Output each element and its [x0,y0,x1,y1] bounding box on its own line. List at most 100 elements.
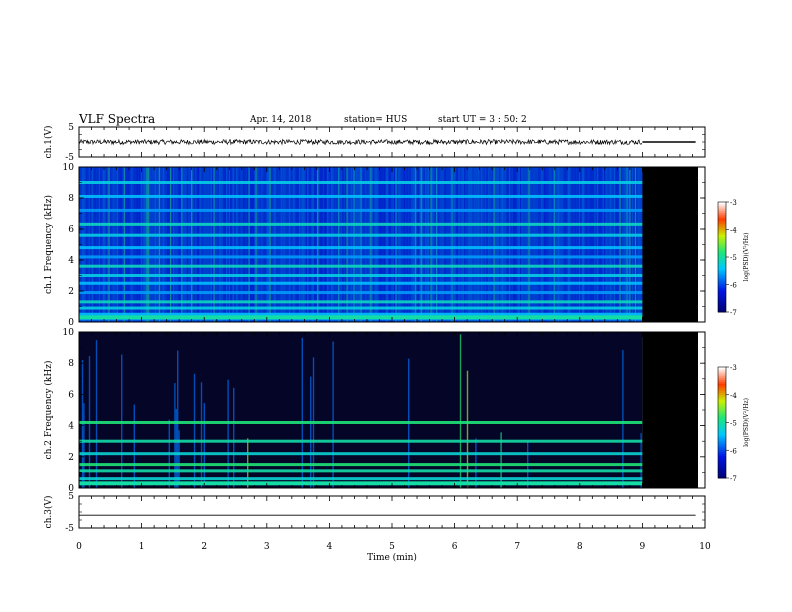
spectrogram-column [629,167,631,322]
spectrogram-column [270,167,273,322]
spectrogram-column [272,167,274,322]
spectrogram-column [203,167,205,322]
spectrogram-column [237,167,239,322]
spectrogram-band [79,233,643,237]
x-tick-label: 7 [514,542,520,552]
spectrogram-no-data-region [642,332,698,488]
spectrogram-band [79,420,643,424]
colorbar-tick-label: -5 [730,420,737,428]
spectrogram-column [265,167,267,322]
colorbar-tick-label: -3 [730,364,737,372]
spectrogram-column [494,167,497,322]
spectrogram-column [381,167,383,322]
spectrogram-column [464,167,466,322]
colorbar-cell [718,422,726,425]
colorbar-cell [718,257,726,260]
spectrogram-column [398,167,400,322]
colorbar-cell [718,370,726,374]
spectrogram-column [630,167,632,322]
spectrogram-column [550,167,553,322]
spectrogram-band [79,469,643,473]
colorbar-cell [718,429,726,433]
spectrogram-column [466,167,469,322]
spectrogram-column [468,167,470,322]
spectrogram-column [227,379,229,488]
spectrogram-column [149,167,151,322]
spectrogram-column [622,167,624,322]
spectrogram-column [420,167,422,322]
spectrogram-column [205,167,207,322]
spectrogram-column [454,167,456,322]
spectrogram-column [604,167,606,322]
spectrogram-column [434,167,436,322]
colorbar-cell [718,275,726,278]
spectrogram-column [438,167,441,322]
colorbar-cell [718,211,726,214]
spectrogram-no-data-region [642,167,698,322]
spectrogram-column [388,167,390,322]
y-tick-label: 4 [68,422,74,432]
colorbar-cell [718,308,726,311]
colorbar-cell [718,474,726,477]
spectrogram-column [81,167,84,322]
spectrogram-column [423,167,425,322]
spectrogram-column [98,167,100,322]
y-tick-label: 6 [68,225,74,235]
colorbar-cell [718,280,726,284]
spectrogram-column [585,167,588,322]
spectrogram-column [338,167,340,322]
spectrogram-column [601,167,603,322]
spectrogram-column [165,167,168,322]
spectrogram-column [157,167,159,322]
spectrogram-column [422,167,424,322]
spectrogram-column [532,167,534,322]
spectrogram-column [410,167,413,322]
spectrogram-column [396,167,399,322]
spectrogram-column [598,167,600,322]
date-label: Apr. 14, 2018 [250,115,312,125]
spectrogram-column [524,167,526,322]
spectrogram-column [332,167,334,322]
spectrogram-column [303,167,305,322]
spectrogram-column [108,167,110,322]
colorbar-cell [718,268,726,271]
spectrogram-column [415,167,417,322]
spectrogram-column [219,167,221,322]
spectrogram-column [230,167,232,322]
spectrogram-column [450,167,452,322]
spectrogram-column [374,167,376,322]
spectrogram-column [408,167,410,322]
spectrogram-band [79,452,643,456]
spectrogram-column [412,167,414,322]
spectrogram-column [430,167,432,322]
spectrogram-column [529,167,532,322]
spectrogram-column [522,167,525,322]
spectrogram-column [459,334,462,488]
ch1-spectrogram [79,167,698,322]
spectrogram-column [479,167,481,322]
spectrogram-column [557,167,560,322]
spectrogram-column [196,167,198,322]
spectrogram-column [525,167,527,322]
start-time-label: start UT = 3 : 50: 2 [438,115,527,125]
spectrogram-column [207,167,210,322]
colorbar-cell [718,240,726,243]
spectrogram-band [79,300,643,304]
spectrogram-column [452,167,455,322]
colorbar-cell [718,418,726,422]
spectrogram-column [312,167,315,322]
spectrogram-column [353,167,355,322]
spectrogram-column [445,167,448,322]
x-tick-label: 5 [389,542,395,552]
x-tick-label: 2 [201,542,207,552]
colorbar-cell [718,396,726,399]
colorbar-cell [718,424,726,427]
spectrogram-column [385,167,387,322]
spectrogram-column [116,167,119,322]
colorbar-cell [718,389,726,392]
spectrogram-column [602,167,604,322]
ch1-colorbar [717,201,729,313]
spectrogram-column [490,167,492,322]
spectrogram-column [375,167,378,322]
spectrogram-column [417,167,420,322]
